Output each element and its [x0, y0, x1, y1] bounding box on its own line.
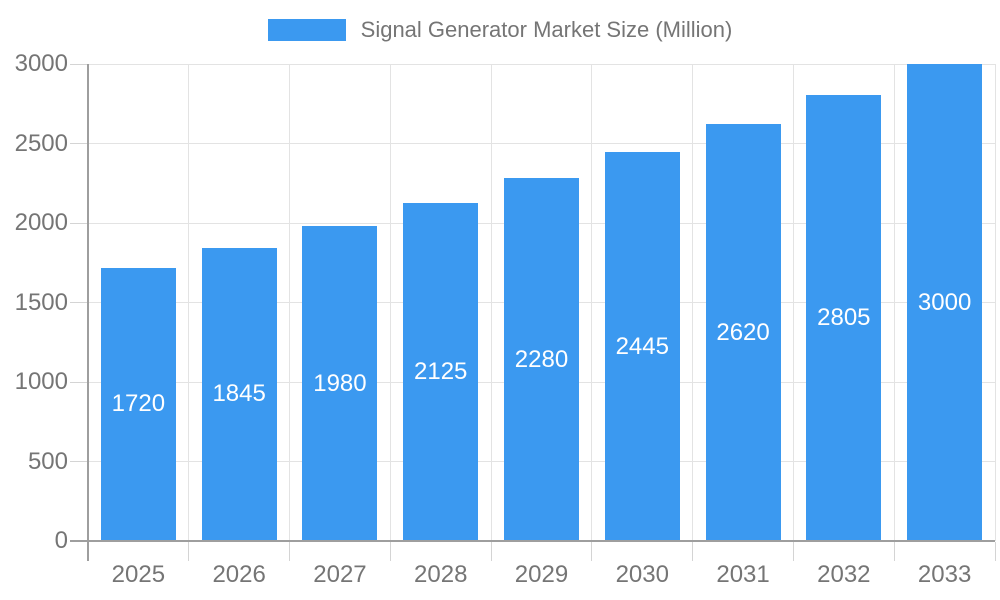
bar-value-label: 1720 — [111, 390, 166, 418]
bar: 2280 — [504, 178, 579, 541]
legend-swatch — [267, 19, 346, 41]
x-tick-mark — [389, 542, 391, 561]
bar: 2805 — [806, 95, 882, 541]
x-tick-label: 2032 — [817, 561, 871, 588]
y-axis-line — [87, 64, 89, 561]
gridline-vertical — [692, 64, 694, 541]
bar: 1720 — [100, 267, 176, 541]
y-tick-label: 2500 — [14, 129, 68, 157]
y-tick-label: 500 — [27, 447, 68, 475]
x-tick-label: 2026 — [212, 561, 266, 588]
x-tick-mark — [994, 542, 996, 561]
y-tick-mark — [70, 461, 88, 462]
y-tick-mark — [70, 381, 88, 383]
gridline-vertical — [893, 64, 895, 541]
gridline-horizontal — [88, 143, 995, 144]
x-tick-mark — [289, 542, 291, 561]
bar: 1980 — [302, 226, 378, 541]
y-tick-mark — [70, 63, 88, 65]
gridline-horizontal — [88, 63, 995, 65]
x-tick-label: 2033 — [917, 561, 972, 588]
y-tick-label: 2000 — [14, 209, 68, 236]
x-tick-mark — [692, 542, 694, 561]
y-tick-label: 0 — [54, 527, 68, 554]
y-tick-mark — [70, 143, 88, 144]
gridline-vertical — [490, 64, 492, 541]
gridline-vertical — [188, 64, 190, 541]
y-tick-label: 1500 — [14, 288, 68, 316]
bar-value-label: 3000 — [917, 288, 972, 316]
x-tick-label: 2030 — [615, 561, 669, 588]
bar-value-label: 2620 — [716, 318, 770, 346]
y-tick-label: 1000 — [14, 368, 68, 395]
x-axis-line — [70, 540, 995, 542]
bar: 3000 — [907, 64, 983, 541]
gridline-vertical — [389, 64, 391, 541]
x-tick-label: 2025 — [111, 561, 166, 588]
x-tick-mark — [893, 542, 895, 561]
gridline-vertical — [994, 64, 996, 541]
x-tick-label: 2027 — [313, 561, 367, 588]
x-tick-label: 2029 — [514, 561, 569, 588]
bar-value-label: 2125 — [414, 358, 468, 386]
bar-value-label: 2805 — [817, 303, 871, 331]
bar: 1845 — [201, 247, 277, 541]
chart-legend: Signal Generator Market Size (Million) — [0, 16, 1000, 44]
x-tick-label: 2028 — [414, 561, 468, 588]
y-tick-mark — [70, 222, 88, 224]
bar-value-label: 1845 — [212, 380, 266, 408]
y-tick-label: 3000 — [14, 50, 68, 77]
bar-value-label: 2445 — [615, 332, 669, 360]
gridline-vertical — [792, 64, 794, 541]
x-tick-mark — [792, 542, 794, 561]
x-tick-mark — [490, 542, 492, 561]
gridline-vertical — [289, 64, 291, 541]
bar: 2620 — [705, 124, 781, 541]
x-tick-mark — [591, 542, 593, 561]
bar: 2125 — [403, 203, 479, 541]
x-tick-label: 2031 — [716, 561, 770, 588]
legend-label: Signal Generator Market Size (Million) — [360, 17, 733, 42]
bar: 2445 — [604, 152, 680, 541]
gridline-vertical — [591, 64, 593, 541]
bar-value-label: 2280 — [514, 345, 569, 373]
bar-value-label: 1980 — [313, 369, 367, 397]
x-tick-mark — [188, 542, 190, 561]
y-tick-mark — [70, 302, 88, 303]
